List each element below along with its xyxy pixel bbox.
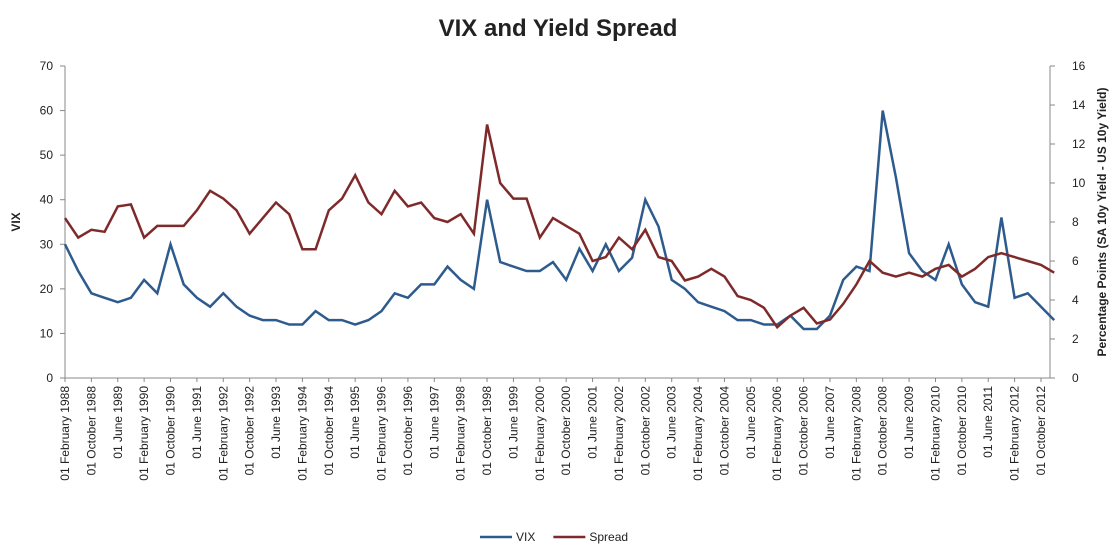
y2-tick-label: 16 (1072, 59, 1086, 73)
x-tick-label: 01 February 2008 (849, 386, 863, 481)
x-tick-label: 01 February 2004 (691, 386, 705, 481)
x-tick-label: 01 June 1991 (190, 386, 204, 459)
x-tick-label: 01 February 1992 (216, 386, 230, 481)
x-tick-label: 01 February 1990 (137, 386, 151, 481)
x-tick-label: 01 October 1996 (401, 386, 415, 476)
x-tick-label: 01 February 1998 (454, 386, 468, 481)
x-tick-label: 01 February 1996 (375, 386, 389, 481)
y-tick-label: 10 (40, 326, 54, 340)
x-tick-label: 01 October 2012 (1034, 386, 1048, 476)
y2-tick-label: 0 (1072, 371, 1079, 385)
y2-tick-label: 8 (1072, 215, 1079, 229)
x-tick-label: 01 October 2002 (638, 386, 652, 476)
x-tick-label: 01 October 2010 (955, 386, 969, 476)
y2-axis-title: Percentage Points (SA 10y Yield - US 10y… (1095, 88, 1109, 357)
chart-title: VIX and Yield Spread (439, 15, 678, 42)
x-tick-label: 01 June 2003 (665, 386, 679, 459)
y2-tick-label: 4 (1072, 293, 1079, 307)
y2-tick-label: 2 (1072, 332, 1079, 346)
x-tick-label: 01 June 1989 (111, 386, 125, 459)
data-line (63, 110, 1056, 331)
y-tick-label: 50 (40, 148, 54, 162)
x-tick-label: 01 June 2001 (586, 386, 600, 459)
y2-tick-label: 10 (1072, 176, 1086, 190)
x-tick-label: 01 February 1988 (58, 386, 72, 481)
x-tick-label: 01 June 1995 (348, 386, 362, 459)
x-tick-label: 01 October 2006 (797, 386, 811, 476)
x-tick-label: 01 February 2002 (612, 386, 626, 481)
data-line (63, 124, 1055, 330)
x-tick-label: 01 October 1988 (84, 386, 98, 476)
legend-label: Spread (589, 530, 628, 544)
y-tick-label: 70 (40, 59, 54, 73)
x-tick-label: 01 February 1994 (295, 386, 309, 481)
y2-tick-label: 6 (1072, 254, 1079, 268)
x-tick-label: 01 October 1992 (243, 386, 257, 476)
x-tick-label: 01 February 2010 (928, 386, 942, 481)
y-tick-label: 0 (46, 371, 53, 385)
x-tick-label: 01 October 1990 (164, 386, 178, 476)
y-tick-label: 20 (40, 282, 54, 296)
x-tick-label: 01 June 2007 (823, 386, 837, 459)
x-tick-label: 01 October 2008 (876, 386, 890, 476)
x-tick-label: 01 October 1998 (480, 386, 494, 476)
y-tick-label: 60 (40, 104, 54, 118)
x-tick-label: 01 June 1993 (269, 386, 283, 459)
x-tick-label: 01 June 2009 (902, 386, 916, 459)
x-tick-label: 01 June 1999 (506, 386, 520, 459)
x-tick-label: 01 October 2004 (717, 386, 731, 476)
x-tick-label: 01 June 1997 (427, 386, 441, 459)
legend-label: VIX (516, 530, 535, 544)
y-tick-label: 30 (40, 237, 54, 251)
y2-tick-label: 14 (1072, 98, 1086, 112)
x-tick-label: 01 February 2000 (533, 386, 547, 481)
y-tick-label: 40 (40, 193, 54, 207)
x-tick-label: 01 October 1994 (322, 386, 336, 476)
x-tick-label: 01 February 2012 (1008, 386, 1022, 481)
x-tick-label: 01 February 2006 (770, 386, 784, 481)
y2-tick-label: 12 (1072, 137, 1086, 151)
x-tick-label: 01 October 2000 (559, 386, 573, 476)
x-tick-label: 01 June 2005 (744, 386, 758, 459)
x-tick-label: 01 June 2011 (981, 386, 995, 458)
y-axis-title: VIX (9, 212, 23, 231)
